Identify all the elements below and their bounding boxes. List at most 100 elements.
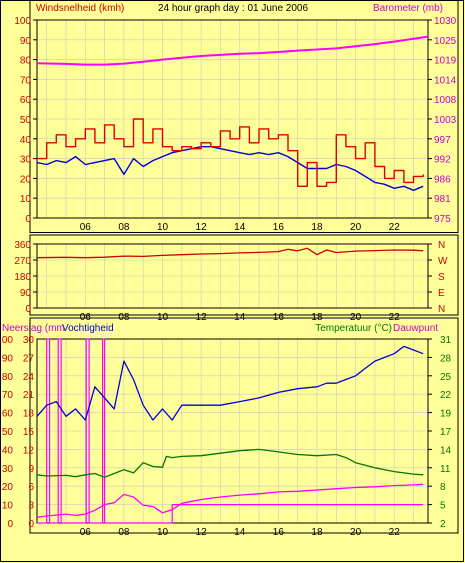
temperature-tick-label: 17 (440, 427, 452, 438)
windspeed-tick-label: 0 (25, 214, 31, 225)
dewpoint-line (36, 483, 424, 518)
x-tick-label: 08 (118, 222, 130, 233)
humidity-tick-label: 100 (0, 335, 13, 346)
temperature-tick-label: 19 (440, 409, 452, 420)
x-tick-label: 10 (157, 527, 169, 538)
direction-tick-label: 270 (14, 256, 31, 267)
barometer-line (36, 35, 429, 66)
x-tick-label: 12 (196, 312, 208, 323)
page-title: 24 hour graph day : 01 June 2006 (158, 3, 309, 14)
barometer-tick-label: 1019 (434, 56, 457, 67)
humidity-tick-label: 0 (7, 519, 13, 530)
barometer-tick-label: 1014 (434, 75, 457, 86)
x-tick-label: 22 (389, 222, 401, 233)
x-tick-label: 22 (389, 312, 401, 323)
x-tick-label: 16 (273, 222, 285, 233)
rain-tick-label: 0 (28, 519, 34, 530)
rain-tick-label: 27 (23, 353, 35, 364)
humidity-tick-label: 20 (2, 482, 14, 493)
barometer-tick-label: 981 (434, 194, 451, 205)
x-tick-label: 20 (350, 527, 362, 538)
x-tick-label: 18 (311, 312, 323, 323)
panel-wind-box (29, 0, 459, 233)
barometer-tick-label: 1025 (434, 36, 457, 47)
windspeed-tick-label: 20 (20, 174, 32, 185)
panel-direction-box (29, 234, 459, 316)
x-tick-label: 14 (234, 222, 246, 233)
x-tick-label: 20 (350, 222, 362, 233)
barometer-tick-label: 1030 (434, 16, 457, 27)
rain-label: Neerslag (mm (2, 323, 65, 334)
rain-tick-label: 15 (23, 427, 35, 438)
barometer-tick-label: 986 (434, 174, 451, 185)
x-tick-label: 20 (350, 312, 362, 323)
windspeed-tick-label: 90 (20, 36, 32, 47)
humidity-tick-label: 40 (2, 445, 14, 456)
windspeed-tick-label: 50 (20, 115, 32, 126)
panel-wind-plot-frame (36, 19, 429, 219)
humidity-tick-label: 30 (2, 464, 14, 475)
x-tick-label: 16 (273, 527, 285, 538)
compass-label: E (438, 288, 445, 299)
compass-label: S (438, 272, 445, 283)
panel-direction-plot-frame (36, 243, 429, 309)
x-tick-label: 16 (273, 312, 285, 323)
direction-tick-label: 0 (25, 304, 31, 315)
x-tick-label: 06 (80, 527, 92, 538)
windspeed-line (36, 146, 424, 191)
temperature-tick-label: 11 (440, 464, 451, 475)
rain-tick-label: 21 (23, 390, 35, 401)
humidity-line (36, 345, 424, 421)
rain-tick-label: 18 (23, 409, 35, 420)
compass-label: W (438, 256, 448, 267)
windspeed-tick-label: 40 (20, 135, 32, 146)
rain-tick-label: 12 (23, 445, 35, 456)
humidity-tick-label: 70 (2, 390, 14, 401)
x-tick-label: 12 (196, 222, 208, 233)
x-tick-label: 14 (234, 527, 246, 538)
windspeed-tick-label: 30 (20, 155, 32, 166)
barometer-label: Barometer (mb) (373, 3, 443, 14)
humidity-label: Vochtigheid (62, 323, 114, 334)
x-tick-label: 18 (311, 222, 323, 233)
temperature-tick-label: 28 (440, 353, 452, 364)
rain-line (37, 338, 424, 524)
direction-tick-label: 360 (14, 240, 31, 251)
windgust-line (37, 118, 424, 187)
temperature-tick-label: 14 (440, 445, 452, 456)
temperature-tick-label: 5 (440, 501, 446, 512)
humidity-tick-label: 60 (2, 409, 14, 420)
rain-tick-label: 30 (23, 335, 35, 346)
compass-label: N (438, 240, 445, 251)
x-tick-label: 18 (311, 527, 323, 538)
x-tick-label: 10 (157, 222, 169, 233)
barometer-tick-label: 992 (434, 155, 451, 166)
direction-tick-label: 90 (20, 288, 32, 299)
humidity-tick-label: 80 (2, 372, 14, 383)
x-tick-label: 06 (80, 222, 92, 233)
windspeed-label: Windsnelheid (kmh) (36, 3, 124, 14)
direction-tick-label: 180 (14, 272, 31, 283)
windspeed-tick-label: 70 (20, 75, 32, 86)
x-tick-label: 22 (389, 527, 401, 538)
barometer-tick-label: 975 (434, 214, 451, 225)
x-tick-label: 10 (157, 312, 169, 323)
x-tick-label: 12 (196, 527, 208, 538)
rain-tick-label: 6 (28, 482, 34, 493)
temperature-tick-label: 25 (440, 372, 452, 383)
x-tick-label: 08 (118, 527, 130, 538)
rain-tick-label: 24 (23, 372, 35, 383)
direction-line (36, 247, 424, 259)
windspeed-tick-label: 100 (14, 16, 31, 27)
temperature-tick-label: 8 (440, 482, 446, 493)
humidity-tick-label: 90 (2, 353, 14, 364)
rain-tick-label: 3 (28, 501, 34, 512)
x-tick-label: 08 (118, 312, 130, 323)
x-tick-label: 06 (80, 312, 92, 323)
rain-tick-label: 9 (28, 464, 34, 475)
humidity-tick-label: 10 (2, 501, 14, 512)
x-tick-label: 14 (234, 312, 246, 323)
